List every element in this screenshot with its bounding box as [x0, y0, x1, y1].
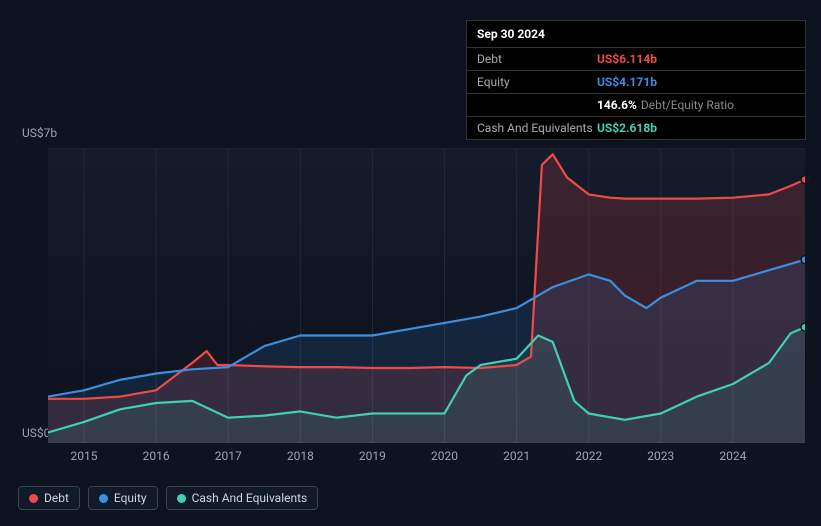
- legend-label: Equity: [114, 491, 147, 505]
- x-tick-label: 2018: [287, 449, 314, 463]
- x-tick-label: 2023: [647, 449, 674, 463]
- tooltip: Sep 30 2024 DebtUS$6.114bEquityUS$4.171b…: [466, 20, 806, 140]
- x-tick-label: 2017: [215, 449, 242, 463]
- x-tick-label: 2022: [575, 449, 602, 463]
- tooltip-label: Equity: [477, 75, 597, 89]
- x-tick-label: 2015: [71, 449, 98, 463]
- tooltip-row: 146.6%Debt/Equity Ratio: [467, 94, 805, 117]
- tooltip-label: [477, 98, 597, 112]
- tooltip-value: 146.6%Debt/Equity Ratio: [597, 98, 734, 112]
- legend-item-cash-and-equivalents[interactable]: Cash And Equivalents: [166, 486, 319, 510]
- tooltip-value: US$4.171b: [597, 75, 657, 89]
- legend-label: Cash And Equivalents: [192, 491, 308, 505]
- legend-dot-icon: [177, 494, 186, 503]
- tooltip-row: EquityUS$4.171b: [467, 71, 805, 94]
- x-tick-label: 2019: [359, 449, 386, 463]
- tooltip-value: US$6.114b: [597, 52, 657, 66]
- tooltip-row: DebtUS$6.114b: [467, 48, 805, 71]
- x-tick-label: 2020: [431, 449, 458, 463]
- x-tick-label: 2024: [719, 449, 746, 463]
- y-tick-max: US$7b: [22, 126, 57, 140]
- x-tick-label: 2021: [503, 449, 530, 463]
- legend-item-equity[interactable]: Equity: [88, 486, 158, 510]
- tooltip-value: US$2.618b: [597, 121, 657, 135]
- tooltip-label: Debt: [477, 52, 597, 66]
- legend-item-debt[interactable]: Debt: [18, 486, 80, 510]
- legend-dot-icon: [99, 494, 108, 503]
- tooltip-row: Cash And EquivalentsUS$2.618b: [467, 117, 805, 139]
- tooltip-label: Cash And Equivalents: [477, 121, 597, 135]
- y-tick-min: US$0: [22, 426, 50, 440]
- x-tick-label: 2016: [143, 449, 170, 463]
- tooltip-date: Sep 30 2024: [467, 21, 805, 48]
- legend: Debt Equity Cash And Equivalents: [18, 486, 318, 510]
- chart-area: [48, 148, 805, 443]
- legend-label: Debt: [44, 491, 69, 505]
- legend-dot-icon: [29, 494, 38, 503]
